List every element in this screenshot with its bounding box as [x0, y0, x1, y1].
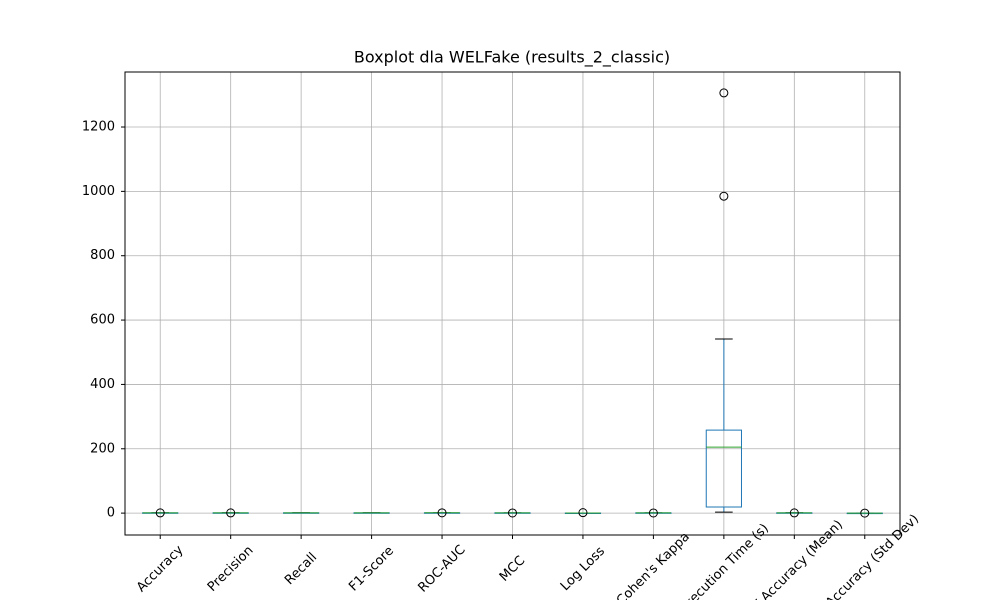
x-tick-label: MCC	[497, 553, 528, 584]
x-tick-label: Accuracy	[134, 542, 187, 595]
y-tick-label: 0	[107, 506, 115, 521]
outlier	[226, 508, 236, 518]
y-tick-label: 400	[90, 377, 115, 392]
outlier	[789, 508, 799, 518]
outlier	[437, 508, 447, 518]
box	[705, 429, 742, 508]
outlier	[719, 88, 729, 98]
y-tick-label: 1000	[82, 184, 115, 199]
outlier	[648, 508, 658, 518]
x-tick-label: Precision	[205, 543, 257, 595]
x-tick-label: F1-Score	[346, 544, 397, 595]
x-tick-label: ROC-AUC	[415, 542, 468, 595]
y-tick-label: 1200	[82, 120, 115, 135]
outlier	[578, 508, 588, 518]
x-tick-label: Recall	[282, 550, 320, 588]
x-tick-label: Log Loss	[558, 544, 608, 594]
x-tick-label: Cohen's Kappa	[614, 529, 693, 600]
outlier	[719, 191, 729, 201]
plot-frame	[124, 71, 901, 536]
y-tick-label: 600	[90, 313, 115, 328]
y-tick-label: 200	[90, 441, 115, 456]
outlier	[860, 508, 870, 518]
outlier	[155, 508, 165, 518]
outlier	[508, 508, 517, 518]
y-tick-label: 800	[90, 248, 115, 263]
chart-title: Boxplot dla WELFake (results_2_classic)	[354, 48, 670, 68]
